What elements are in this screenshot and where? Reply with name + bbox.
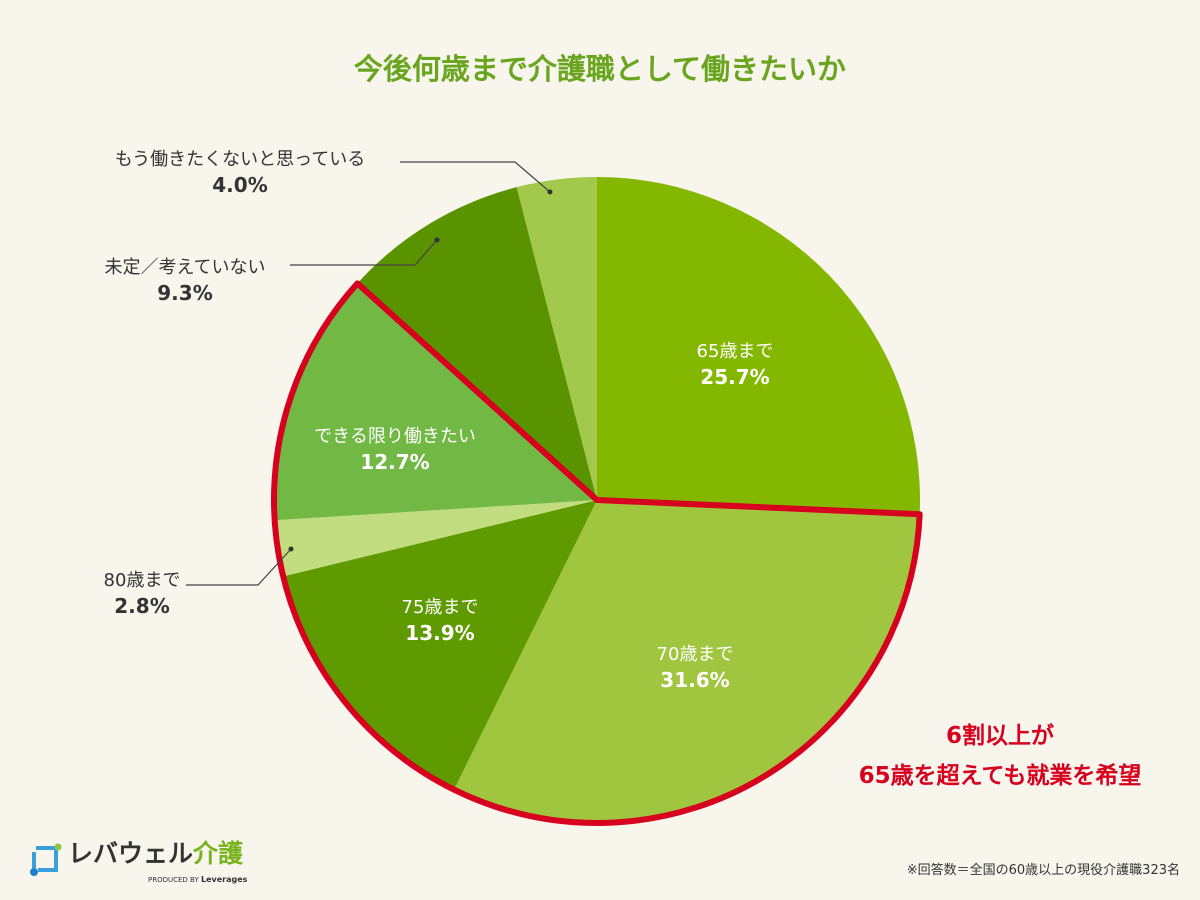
leader-line-no-more (400, 161, 551, 193)
logo-name: レバウェル (68, 839, 194, 868)
annotation: 6割以上が 65歳を超えても就業を希望 (858, 723, 1142, 789)
pie-slice (274, 283, 597, 521)
pie-slice (516, 177, 597, 500)
pie-slice (453, 500, 920, 823)
slice-label-65: 65歳まで 25.7% (696, 341, 774, 389)
slice-label-70: 70歳まで 31.6% (656, 644, 734, 692)
logo-icon (30, 843, 62, 876)
leader-line-80 (186, 548, 292, 586)
logo-brand: Leverages (200, 875, 248, 884)
highlight-outline (271, 280, 923, 826)
chart-title: 今後何歳まで介護職として働きたいか (353, 52, 847, 86)
leader-line-undecided (290, 239, 438, 266)
leader-dot (288, 546, 294, 552)
slice-label-no-more: もう働きたくないと思っている 4.0% (114, 149, 366, 197)
pie-slice (357, 187, 597, 500)
slice-label-undecided: 未定／考えていない 9.3% (104, 257, 266, 305)
leader-dot (434, 237, 440, 243)
logo-produced-by: PRODUCED BY (148, 876, 199, 884)
logo-suffix: 介護 (193, 839, 244, 868)
pie-slice (597, 177, 920, 515)
slice-label-as-long-as-possible: できる限り働きたい 12.7% (314, 426, 476, 474)
logo: レバウェル介護 PRODUCED BY Leverages (28, 838, 258, 888)
slice-label-75: 75歳まで 13.9% (401, 597, 479, 645)
slice-label-80: 80歳まで 2.8% (103, 570, 181, 618)
footnote: ※回答数＝全国の60歳以上の現役介護職323名 (906, 863, 1180, 878)
pie-slice (274, 500, 597, 577)
leader-dot (547, 189, 553, 195)
